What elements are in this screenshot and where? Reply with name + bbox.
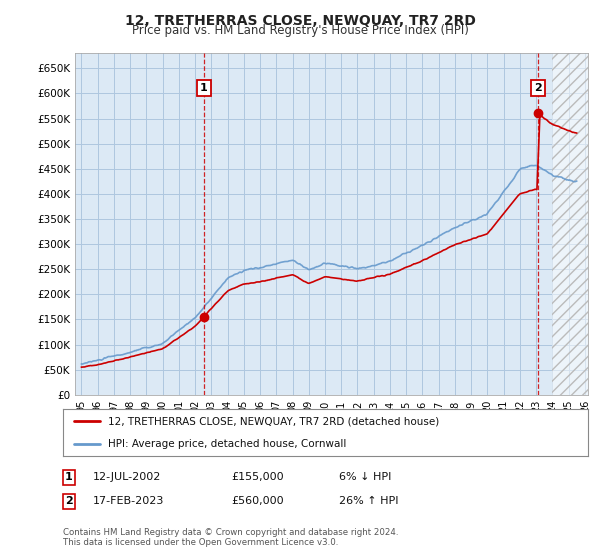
Text: 12-JUL-2002: 12-JUL-2002 <box>93 472 161 482</box>
Bar <box>552 53 588 395</box>
Text: 26% ↑ HPI: 26% ↑ HPI <box>339 496 398 506</box>
Text: 1: 1 <box>65 472 73 482</box>
Text: Contains HM Land Registry data © Crown copyright and database right 2024.
This d: Contains HM Land Registry data © Crown c… <box>63 528 398 547</box>
Bar <box>552 53 588 395</box>
Text: 12, TRETHERRAS CLOSE, NEWQUAY, TR7 2RD (detached house): 12, TRETHERRAS CLOSE, NEWQUAY, TR7 2RD (… <box>107 416 439 426</box>
Text: £560,000: £560,000 <box>231 496 284 506</box>
Text: 17-FEB-2023: 17-FEB-2023 <box>93 496 164 506</box>
Text: Price paid vs. HM Land Registry's House Price Index (HPI): Price paid vs. HM Land Registry's House … <box>131 24 469 37</box>
Text: 2: 2 <box>534 83 542 93</box>
Text: 6% ↓ HPI: 6% ↓ HPI <box>339 472 391 482</box>
Text: 2: 2 <box>65 496 73 506</box>
Text: 1: 1 <box>200 83 208 93</box>
Text: 12, TRETHERRAS CLOSE, NEWQUAY, TR7 2RD: 12, TRETHERRAS CLOSE, NEWQUAY, TR7 2RD <box>125 14 475 28</box>
Text: £155,000: £155,000 <box>231 472 284 482</box>
Text: HPI: Average price, detached house, Cornwall: HPI: Average price, detached house, Corn… <box>107 439 346 449</box>
